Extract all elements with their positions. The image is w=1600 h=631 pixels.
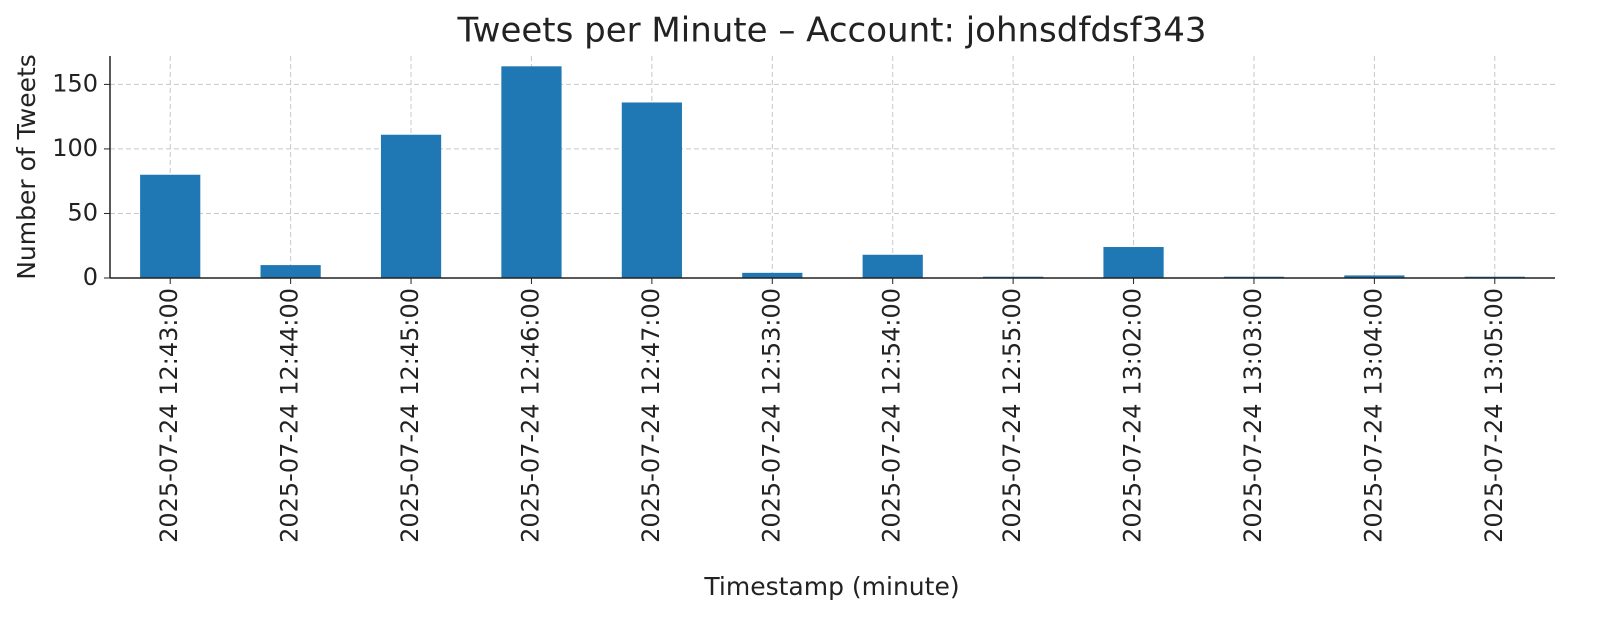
x-tick-label: 2025-07-24 13:02:00 bbox=[1119, 288, 1147, 543]
bar bbox=[380, 134, 442, 278]
y-tick-label: 0 bbox=[83, 263, 98, 291]
x-tick-label: 2025-07-24 12:55:00 bbox=[998, 288, 1026, 543]
x-tick-label: 2025-07-24 12:46:00 bbox=[516, 288, 544, 543]
y-tick-label: 50 bbox=[67, 198, 98, 226]
chart-title: Tweets per Minute – Account: johnsdfdsf3… bbox=[457, 11, 1207, 51]
x-tick-label: 2025-07-24 12:45:00 bbox=[396, 288, 424, 543]
x-tick-label: 2025-07-24 13:03:00 bbox=[1239, 288, 1267, 543]
bar bbox=[742, 272, 803, 278]
x-tick-label: 2025-07-24 12:53:00 bbox=[757, 288, 785, 543]
bar bbox=[140, 174, 201, 278]
bar bbox=[260, 265, 321, 278]
y-tick-label: 100 bbox=[52, 134, 98, 162]
x-tick-label: 2025-07-24 12:47:00 bbox=[637, 288, 665, 543]
x-axis-label: Timestamp (minute) bbox=[703, 572, 959, 601]
y-tick-label: 150 bbox=[52, 69, 98, 97]
bar bbox=[862, 254, 923, 278]
bar bbox=[501, 66, 562, 278]
x-tick-label: 2025-07-24 13:05:00 bbox=[1480, 288, 1508, 543]
y-axis-label: Number of Tweets bbox=[12, 54, 41, 280]
bar bbox=[621, 102, 682, 278]
x-tick-label: 2025-07-24 12:54:00 bbox=[878, 288, 906, 543]
x-tick-label: 2025-07-24 12:44:00 bbox=[276, 288, 304, 543]
x-tick-label: 2025-07-24 12:43:00 bbox=[155, 288, 183, 543]
bar bbox=[1103, 247, 1164, 278]
x-tick-label: 2025-07-24 13:04:00 bbox=[1359, 288, 1387, 543]
bar bbox=[1344, 275, 1405, 278]
